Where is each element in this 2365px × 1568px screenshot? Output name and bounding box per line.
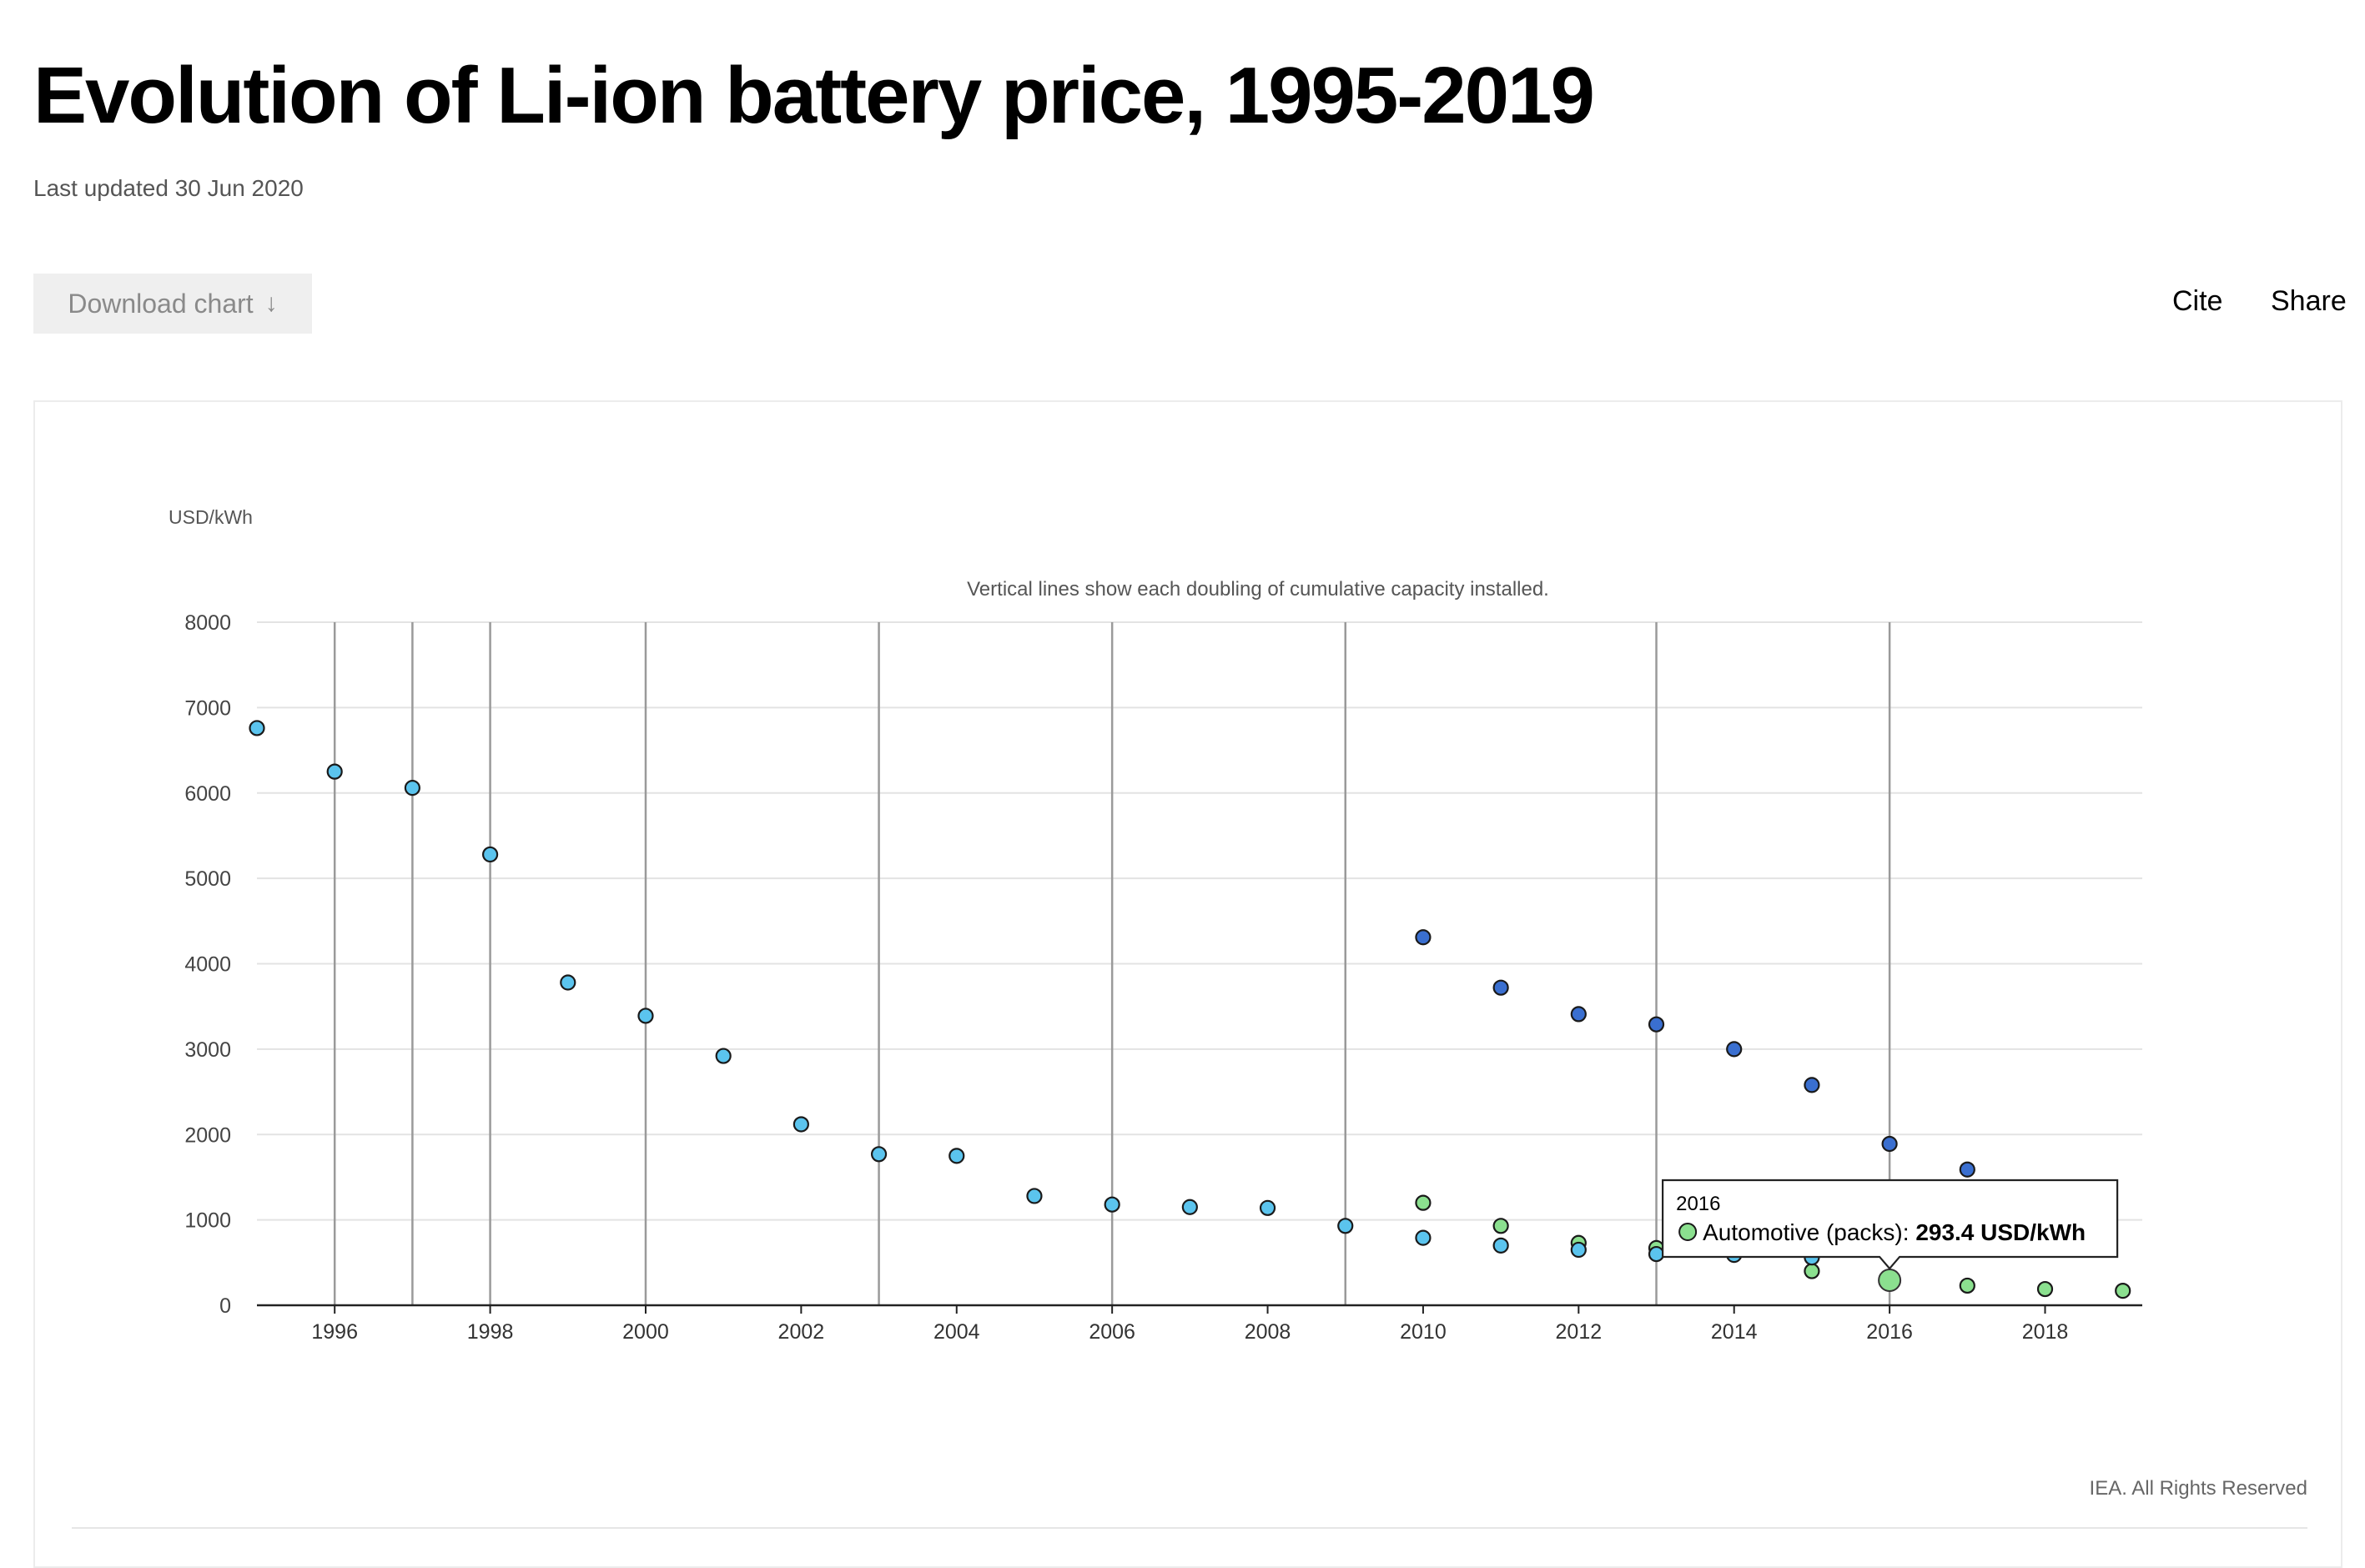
cite-link[interactable]: Cite [2172, 285, 2223, 317]
x-tick-label: 2000 [622, 1320, 669, 1344]
y-tick-label: 0 [219, 1294, 231, 1318]
tooltip-text: Automotive (packs): 293.4 USD/kWh [1703, 1219, 2086, 1245]
data-point [1415, 1229, 1432, 1246]
x-tick-label: 2012 [1556, 1320, 1603, 1344]
share-link[interactable]: Share [2271, 285, 2347, 317]
data-point [637, 1008, 654, 1024]
data-point [1648, 1245, 1665, 1263]
tooltip-marker [1678, 1222, 1698, 1241]
y-tick-label: 3000 [184, 1038, 231, 1062]
data-point [793, 1116, 809, 1133]
scatter-chart: USD/kWh Vertical lines show each doubling… [72, 506, 2307, 1529]
data-point [1492, 979, 1509, 996]
data-point [1726, 1041, 1743, 1058]
data-point [1026, 1188, 1043, 1204]
tooltip-series-label: Automotive (packs): [1703, 1219, 1915, 1245]
data-point [1648, 1016, 1665, 1033]
data-point [1881, 1135, 1898, 1153]
y-tick-label: 1000 [184, 1209, 231, 1233]
download-chart-button[interactable]: Download chart ↓ [33, 274, 312, 334]
page-title: Evolution of Li-ion battery price, 1995-… [33, 51, 1595, 140]
x-tick-label: 2018 [2022, 1320, 2069, 1344]
data-point [1181, 1199, 1198, 1215]
arrow-down-icon: ↓ [264, 289, 278, 317]
data-point [326, 763, 343, 780]
data-point [249, 720, 265, 736]
x-tick-label: 2004 [933, 1320, 980, 1344]
y-tick-label: 5000 [184, 867, 231, 891]
data-point [949, 1148, 965, 1164]
chart-card: USD/kWh Vertical lines show each doubling… [33, 400, 2342, 1568]
data-point [481, 846, 499, 863]
x-tick-label: 2016 [1866, 1320, 1913, 1344]
data-point [1804, 1077, 1820, 1093]
x-tick-label: 2014 [1711, 1320, 1758, 1344]
data-point [1415, 929, 1432, 946]
last-updated: Last updated 30 Jun 2020 [33, 175, 304, 201]
tooltip-year: 2016 [1676, 1193, 1720, 1215]
data-point [715, 1048, 732, 1064]
x-tick-label: 2006 [1089, 1320, 1135, 1344]
data-point [560, 974, 576, 991]
data-point [870, 1146, 888, 1163]
data-point [1804, 1263, 1820, 1279]
data-point [1959, 1277, 1975, 1294]
data-point [404, 780, 420, 797]
data-point [1570, 1006, 1587, 1023]
x-tick-label: 2010 [1400, 1320, 1447, 1344]
data-point [1570, 1241, 1587, 1259]
data-point [1959, 1161, 1975, 1178]
x-tick-label: 2002 [778, 1320, 825, 1344]
y-tick-label: 4000 [184, 953, 231, 977]
data-point [1878, 1268, 1902, 1292]
data-point [1259, 1199, 1276, 1216]
data-point [1337, 1218, 1354, 1234]
data-point [1104, 1196, 1120, 1213]
chart-credit: IEA. All Rights Reserved [2090, 1477, 2307, 1500]
data-point [1492, 1218, 1509, 1234]
y-tick-label: 7000 [184, 696, 231, 720]
y-axis-unit-label: USD/kWh [169, 506, 253, 528]
data-point [2115, 1282, 2131, 1299]
chart-note: Vertical lines show each doubling of cum… [967, 578, 1549, 601]
y-tick-label: 8000 [184, 611, 231, 635]
tooltip-box [1662, 1179, 2119, 1270]
x-tick-label: 1996 [311, 1320, 358, 1344]
y-tick-label: 6000 [184, 782, 231, 806]
download-chart-label: Download chart [68, 288, 254, 319]
x-tick-label: 1998 [467, 1320, 514, 1344]
x-tick-label: 2008 [1245, 1320, 1291, 1344]
data-point [1492, 1237, 1509, 1254]
tooltip-value: 293.4 USD/kWh [1915, 1219, 2086, 1245]
data-point [2036, 1280, 2054, 1298]
y-tick-label: 2000 [184, 1123, 231, 1147]
data-point [1415, 1194, 1432, 1211]
